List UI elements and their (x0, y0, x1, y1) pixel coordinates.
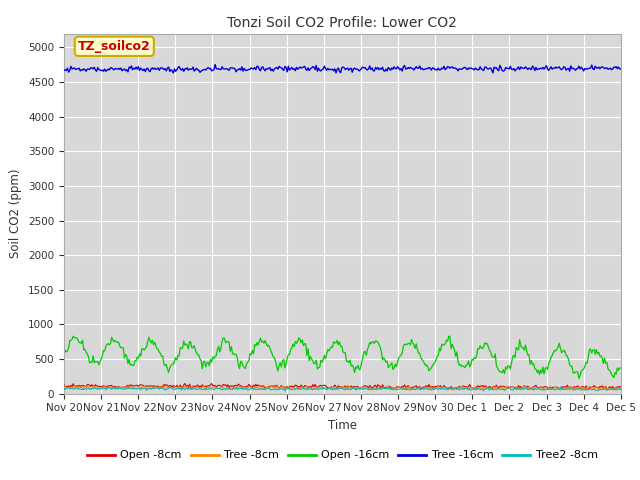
Text: TZ_soilco2: TZ_soilco2 (78, 40, 150, 53)
X-axis label: Time: Time (328, 419, 357, 432)
Title: Tonzi Soil CO2 Profile: Lower CO2: Tonzi Soil CO2 Profile: Lower CO2 (227, 16, 458, 30)
Y-axis label: Soil CO2 (ppm): Soil CO2 (ppm) (10, 169, 22, 258)
Legend: Open -8cm, Tree -8cm, Open -16cm, Tree -16cm, Tree2 -8cm: Open -8cm, Tree -8cm, Open -16cm, Tree -… (83, 446, 602, 465)
